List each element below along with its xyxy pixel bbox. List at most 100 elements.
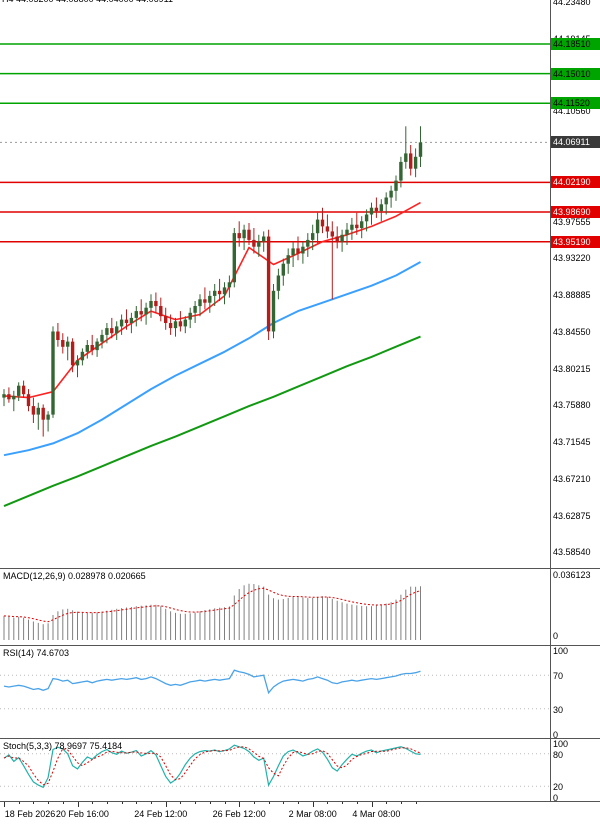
candle[interactable] [222, 282, 227, 305]
candle[interactable] [26, 389, 31, 412]
candle[interactable] [46, 411, 50, 432]
candle[interactable] [364, 209, 369, 232]
candle[interactable] [257, 234, 261, 257]
candle[interactable] [350, 217, 354, 240]
candle[interactable] [12, 390, 16, 412]
candle[interactable] [335, 226, 339, 249]
candle[interactable] [149, 294, 153, 318]
candle[interactable] [80, 348, 85, 366]
support-price-badge[interactable]: 43.95190 [551, 235, 600, 248]
candle[interactable] [252, 228, 256, 254]
candle[interactable] [360, 216, 364, 239]
macd-plot[interactable] [0, 569, 550, 645]
candle[interactable] [281, 258, 285, 286]
candle[interactable] [311, 224, 315, 251]
candle[interactable] [198, 294, 202, 317]
candle[interactable] [291, 241, 295, 267]
candle[interactable] [115, 321, 119, 340]
candle[interactable] [188, 307, 192, 329]
support-price-badge[interactable]: 44.02190 [551, 176, 600, 189]
candle[interactable] [301, 241, 305, 264]
candle[interactable] [100, 329, 104, 349]
stoch-plot[interactable] [0, 739, 550, 801]
candle[interactable] [36, 402, 40, 430]
candle[interactable] [340, 229, 344, 252]
candle[interactable] [203, 287, 207, 310]
candle[interactable] [66, 336, 70, 361]
price-chart-plot[interactable] [0, 0, 550, 568]
candle[interactable] [139, 299, 143, 322]
rsi-plot[interactable] [0, 646, 550, 738]
candle[interactable] [409, 145, 413, 176]
candle[interactable] [70, 338, 75, 373]
candle[interactable] [325, 214, 330, 239]
candle[interactable] [227, 275, 232, 298]
candle[interactable] [164, 307, 168, 330]
candle[interactable] [51, 326, 55, 418]
candle[interactable] [399, 156, 403, 188]
candle[interactable] [159, 297, 163, 322]
candle[interactable] [262, 231, 266, 252]
candle[interactable] [213, 284, 217, 306]
candle[interactable] [105, 323, 109, 344]
time-axis[interactable]: 18 Feb 2026 20 Feb 16:00 24 Feb 12:00 26 Fe… [0, 802, 600, 827]
candle[interactable] [2, 389, 6, 407]
candle[interactable] [247, 223, 251, 245]
candle[interactable] [21, 380, 26, 398]
candle[interactable] [276, 268, 281, 300]
candle[interactable] [41, 404, 45, 437]
candle[interactable] [168, 314, 173, 335]
resistance-price-badge[interactable]: 44.18510 [551, 37, 600, 50]
candle[interactable] [320, 207, 325, 234]
candle[interactable] [144, 302, 148, 325]
candle[interactable] [95, 338, 99, 357]
candle[interactable] [389, 185, 393, 208]
candle[interactable] [217, 278, 222, 301]
time-tick [77, 802, 79, 807]
candle[interactable] [355, 212, 359, 235]
candle[interactable] [208, 290, 212, 313]
candle[interactable] [31, 397, 36, 423]
candle[interactable] [75, 355, 80, 378]
candle[interactable] [369, 202, 374, 225]
candle[interactable] [134, 306, 138, 327]
candle[interactable] [232, 228, 236, 288]
candle[interactable] [271, 284, 276, 339]
candle[interactable] [183, 316, 187, 334]
candle[interactable] [124, 309, 129, 330]
support-price-badge[interactable]: 43.98690 [551, 206, 600, 219]
candle[interactable] [119, 314, 124, 335]
candle[interactable] [237, 221, 241, 247]
resistance-price-badge[interactable]: 44.11520 [551, 97, 600, 110]
candle[interactable] [61, 333, 65, 354]
candle[interactable] [242, 224, 246, 251]
candle[interactable] [173, 317, 178, 337]
candle[interactable] [306, 233, 310, 257]
time-tick [298, 802, 299, 804]
candle[interactable] [90, 334, 94, 356]
candle[interactable] [17, 382, 21, 401]
candle[interactable] [296, 236, 300, 261]
candle[interactable] [7, 387, 11, 403]
candle[interactable] [266, 229, 271, 340]
candle[interactable] [330, 221, 334, 300]
candle[interactable] [178, 311, 183, 332]
candle[interactable] [315, 212, 320, 244]
candle[interactable] [345, 223, 349, 245]
candle[interactable] [154, 292, 158, 313]
candle[interactable] [56, 323, 60, 347]
candle[interactable] [129, 312, 134, 334]
candle[interactable] [374, 197, 379, 218]
candle[interactable] [85, 340, 89, 359]
candle[interactable] [418, 126, 423, 167]
candle[interactable] [110, 317, 114, 339]
resistance-price-badge[interactable]: 44.15010 [551, 67, 600, 80]
candle[interactable] [379, 199, 383, 222]
candle[interactable] [413, 148, 418, 178]
candle[interactable] [384, 192, 388, 215]
candle[interactable] [193, 301, 197, 323]
candle[interactable] [286, 248, 290, 274]
candle[interactable] [404, 126, 408, 169]
candle[interactable] [394, 175, 398, 201]
rsi-label: RSI(14) 74.6703 [3, 648, 70, 658]
